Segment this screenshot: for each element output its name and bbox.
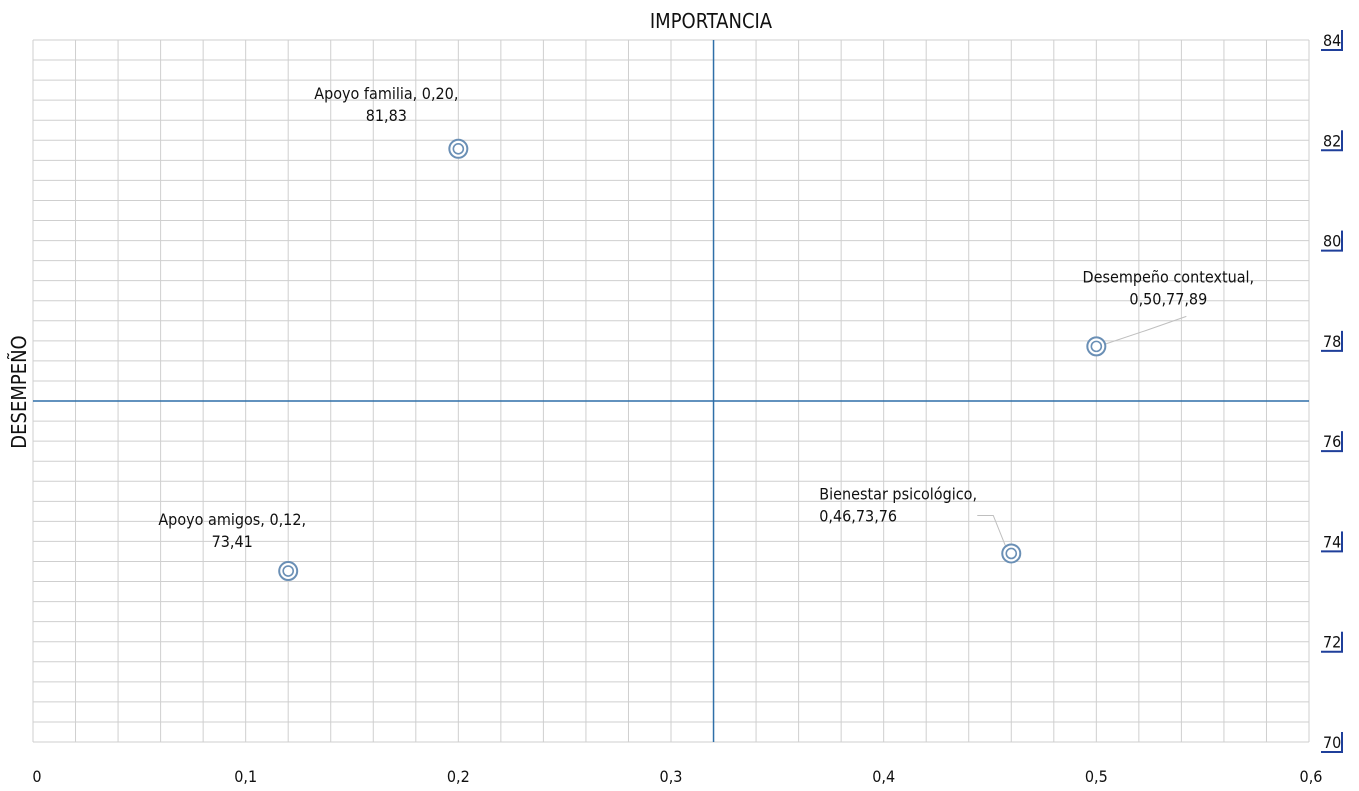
label-leader-line	[977, 514, 1006, 546]
point-marker-inner	[452, 143, 465, 155]
point-marker-outer	[448, 138, 469, 159]
data-label: 81,83	[366, 106, 407, 125]
y-tick-label: 80	[1323, 232, 1341, 251]
y-tick-label: 84	[1323, 31, 1341, 50]
point-marker-inner	[1090, 340, 1103, 353]
point-marker-inner	[282, 565, 295, 577]
point-marker-outer	[1001, 543, 1022, 564]
point-marker-inner	[1005, 547, 1018, 560]
y-tick-label: 72	[1323, 633, 1341, 652]
x-tick-labels: 0 0,1 0,2 0,3 0,4 0,5 0,6	[32, 767, 1322, 786]
y-axis-label: DESEMPEÑO	[7, 335, 31, 448]
data-point: Desempeño contextual, 0,50,77,89	[1083, 267, 1255, 357]
x-tick-label: 0,4	[872, 767, 895, 786]
label-leader-line	[1104, 315, 1187, 345]
data-point: Apoyo amigos, 0,12, 73,41	[158, 510, 306, 582]
data-label: 0,46,73,76	[819, 506, 897, 525]
data-label: Bienestar psicológico,	[819, 484, 977, 503]
x-tick-label: 0,1	[234, 767, 257, 786]
x-tick-label: 0	[32, 767, 41, 786]
data-label: 0,50,77,89	[1129, 289, 1207, 308]
data-label: Desempeño contextual,	[1083, 267, 1255, 286]
x-tick-label: 0,5	[1085, 767, 1108, 786]
data-points: Apoyo familia, 0,20, 81,83 Desempeño conte…	[158, 84, 1255, 582]
x-tick-label: 0,2	[447, 767, 470, 786]
y-tick-label: 74	[1323, 532, 1341, 551]
quadrant-lines	[33, 40, 1309, 742]
point-marker-outer	[1086, 336, 1107, 357]
x-tick-label: 0,3	[660, 767, 683, 786]
point-marker-outer	[278, 561, 299, 582]
chart-title: IMPORTANCIA	[650, 9, 773, 33]
y-tick-label: 76	[1323, 432, 1341, 451]
data-label: Apoyo amigos, 0,12,	[158, 510, 306, 529]
data-point: Apoyo familia, 0,20, 81,83	[314, 84, 469, 159]
y-tick-label: 82	[1323, 131, 1341, 150]
data-point: Bienestar psicológico, 0,46,73,76	[819, 484, 1022, 564]
data-label: Apoyo familia, 0,20,	[314, 84, 458, 103]
y-tick-label: 70	[1323, 733, 1341, 752]
data-label: 73,41	[212, 532, 253, 551]
x-tick-label: 0,6	[1300, 767, 1323, 786]
y-tick-labels: 70 72 74 76 78 80 82 84	[1321, 30, 1343, 753]
grid	[32, 39, 1310, 743]
y-tick-label: 78	[1323, 332, 1341, 351]
